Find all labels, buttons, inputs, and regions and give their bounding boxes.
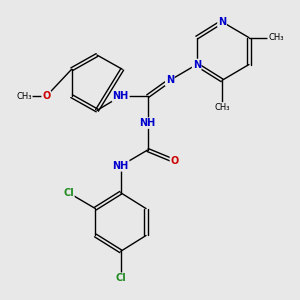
Text: NH: NH: [112, 91, 129, 101]
Text: Cl: Cl: [115, 273, 126, 283]
Text: Cl: Cl: [63, 188, 74, 198]
Text: N: N: [218, 17, 226, 27]
Text: NH: NH: [112, 161, 129, 171]
Text: N: N: [193, 59, 201, 70]
Text: O: O: [42, 91, 50, 101]
Text: CH₃: CH₃: [268, 33, 283, 42]
Text: NH: NH: [140, 118, 156, 128]
Text: CH₃: CH₃: [16, 92, 32, 101]
Text: O: O: [170, 156, 179, 166]
Text: N: N: [166, 75, 174, 85]
Text: CH₃: CH₃: [214, 103, 230, 112]
